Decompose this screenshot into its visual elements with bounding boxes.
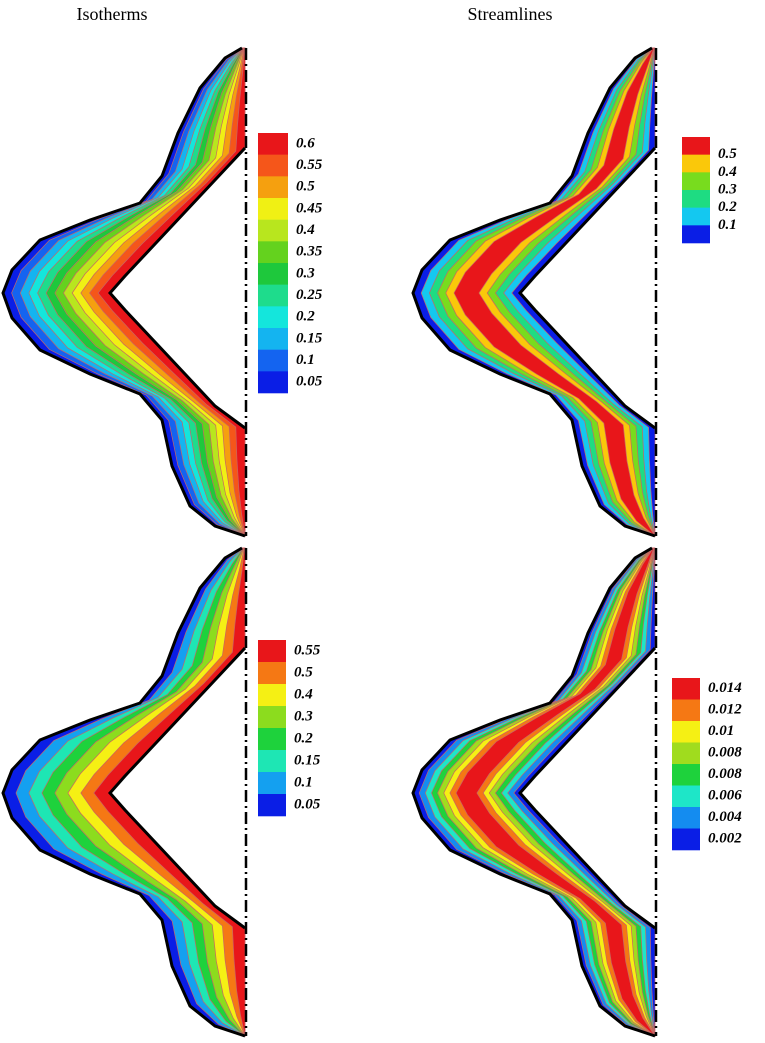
legend-label: 0.35 bbox=[296, 244, 323, 260]
legend-swatch bbox=[672, 828, 700, 851]
outer-wall bbox=[411, 546, 656, 1038]
legend-swatch bbox=[682, 207, 710, 226]
legend-label: 0.3 bbox=[718, 181, 737, 197]
legend-label: 0.1 bbox=[296, 352, 315, 368]
legend-swatch bbox=[258, 133, 288, 155]
legend-swatch bbox=[258, 154, 288, 177]
legend-swatch bbox=[682, 154, 710, 173]
legend-swatch bbox=[258, 772, 286, 795]
legend-label: 0.15 bbox=[294, 752, 321, 768]
legend-label: 0.2 bbox=[294, 730, 313, 746]
legend-label: 0.008 bbox=[708, 766, 742, 782]
column-title: Isotherms bbox=[77, 4, 148, 24]
legend-label: 0.15 bbox=[296, 330, 323, 346]
legend-swatch bbox=[672, 807, 700, 829]
legend-label: 0.5 bbox=[718, 146, 737, 162]
legend-swatch bbox=[258, 794, 286, 817]
legend-swatch bbox=[258, 198, 288, 220]
inner-wall bbox=[517, 646, 657, 930]
legend-swatch bbox=[258, 750, 286, 773]
legend-label: 0.3 bbox=[294, 708, 313, 724]
legend-label: 0.01 bbox=[708, 723, 734, 739]
legend-swatch bbox=[682, 190, 710, 208]
legend-swatch bbox=[258, 728, 286, 751]
legend-label: 0.014 bbox=[708, 680, 742, 696]
legend-swatch bbox=[258, 306, 288, 329]
legend-swatch bbox=[672, 742, 700, 765]
legend-swatch bbox=[258, 349, 288, 372]
legend-swatch bbox=[682, 172, 710, 191]
legend-swatch bbox=[258, 263, 288, 285]
legend-label: 0.4 bbox=[718, 164, 737, 180]
legend-swatch bbox=[258, 706, 286, 729]
legend-label: 0.55 bbox=[296, 157, 323, 173]
outer-wall bbox=[1, 46, 246, 538]
contour-band bbox=[455, 547, 656, 1037]
legend-swatch bbox=[258, 241, 288, 264]
legend-swatch bbox=[672, 785, 700, 808]
legend-label: 0.5 bbox=[296, 179, 315, 195]
legend-swatch bbox=[682, 225, 710, 244]
legend-label: 0.05 bbox=[296, 374, 323, 390]
legend-label: 0.1 bbox=[718, 217, 737, 233]
legend-label: 0.4 bbox=[296, 222, 315, 238]
legend-swatch bbox=[258, 684, 286, 707]
inner-wall bbox=[517, 146, 657, 430]
outer-wall bbox=[1, 546, 246, 1038]
legend-label: 0.25 bbox=[296, 287, 323, 303]
outer-wall bbox=[411, 46, 656, 538]
legend-label: 0.4 bbox=[294, 686, 313, 702]
legend-swatch bbox=[258, 176, 288, 199]
column-title: Streamlines bbox=[468, 4, 553, 24]
inner-wall bbox=[107, 646, 247, 930]
legend-label: 0.006 bbox=[708, 788, 742, 804]
legend-label: 0.2 bbox=[718, 199, 737, 215]
legend-swatch bbox=[682, 137, 710, 155]
inner-wall bbox=[107, 146, 247, 430]
contour-band bbox=[453, 47, 656, 537]
legend-label: 0.008 bbox=[708, 745, 742, 761]
legend-label: 0.6 bbox=[296, 135, 315, 151]
legend-swatch bbox=[258, 640, 286, 663]
legend-label: 0.55 bbox=[294, 642, 321, 658]
legend-label: 0.002 bbox=[708, 831, 742, 847]
legend-swatch bbox=[672, 764, 700, 786]
legend-label: 0.05 bbox=[294, 796, 321, 812]
legend-label: 0.3 bbox=[296, 265, 315, 281]
legend-swatch bbox=[258, 328, 288, 350]
legend-swatch bbox=[672, 699, 700, 722]
legend-swatch bbox=[672, 721, 700, 743]
legend-label: 0.5 bbox=[294, 664, 313, 680]
legend-swatch bbox=[672, 678, 700, 700]
legend-swatch bbox=[258, 219, 288, 242]
legend-label: 0.45 bbox=[296, 200, 323, 216]
legend-label: 0.2 bbox=[296, 309, 315, 325]
legend-label: 0.004 bbox=[708, 809, 742, 825]
legend-swatch bbox=[258, 662, 286, 685]
legend-label: 0.1 bbox=[294, 774, 313, 790]
legend-swatch bbox=[258, 284, 288, 307]
legend-swatch bbox=[258, 371, 288, 394]
legend-label: 0.012 bbox=[708, 702, 742, 718]
